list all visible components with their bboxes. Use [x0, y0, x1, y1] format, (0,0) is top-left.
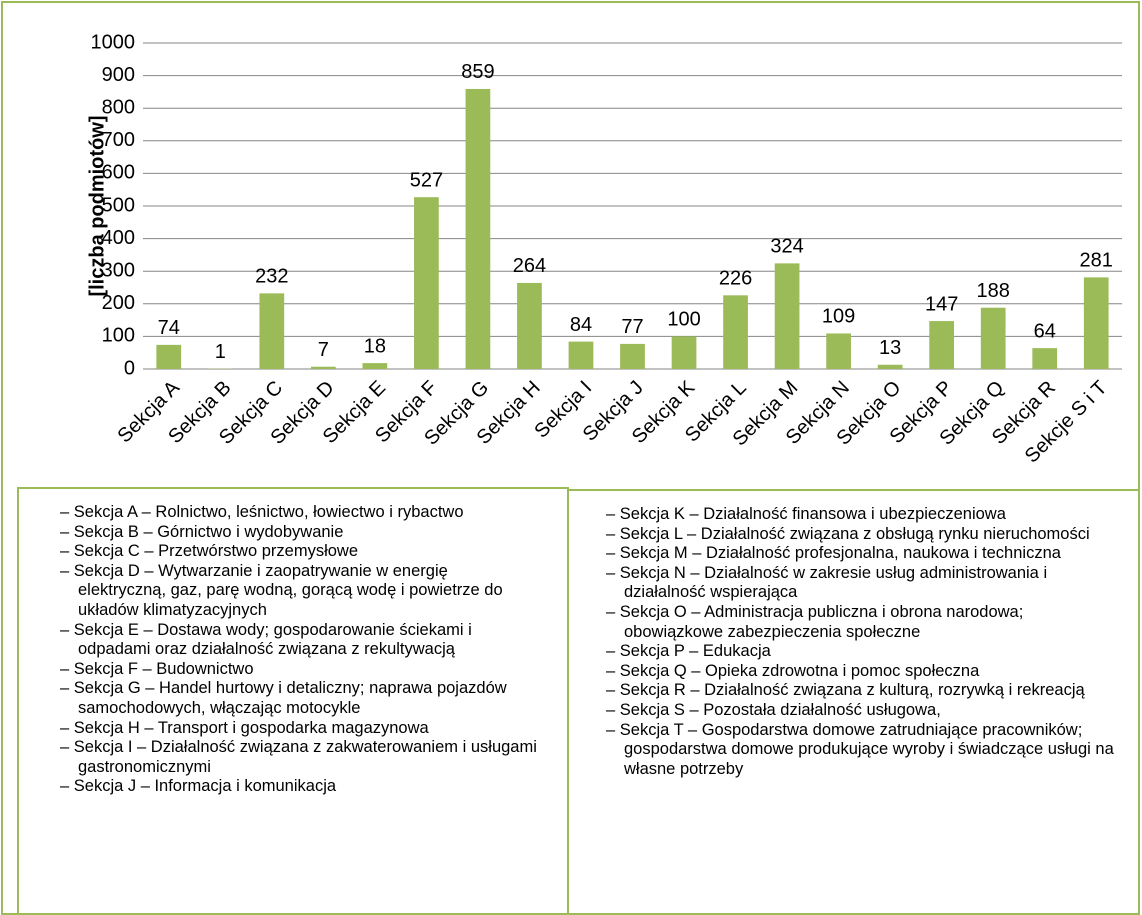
legend-entry: – Sekcja O – Administracja publiczna i o…: [606, 602, 1024, 641]
data-label: 232: [255, 266, 288, 288]
y-tick-label: 300: [102, 259, 135, 281]
bar: [826, 333, 851, 369]
data-label: 77: [621, 316, 643, 338]
bar: [362, 363, 388, 369]
y-tick-label: 400: [102, 227, 135, 249]
data-label: 527: [410, 169, 443, 191]
legend-entry: – Sekcja A – Rolnictwo, leśnictwo, łowie…: [60, 503, 464, 521]
y-tick-label: 200: [102, 292, 135, 314]
legend-entry: – Sekcja T – Gospodarstwa domowe zatrudn…: [606, 720, 1114, 778]
data-label: 13: [879, 337, 901, 359]
bar: [414, 197, 439, 369]
bar: [517, 282, 542, 369]
legend-entry: – Sekcja L – Działalność związana z obsł…: [606, 524, 1090, 543]
legend-entry: – Sekcja D – Wytwarzanie i zaopatrywanie…: [60, 561, 503, 619]
legend-box-right: [567, 489, 1140, 915]
legend-entry: – Sekcja J – Informacja i komunikacja: [60, 777, 337, 796]
legend-entry: – Sekcja M – Działalność profesjonalna, …: [606, 544, 1061, 563]
data-label: 324: [770, 236, 803, 258]
bar: [620, 343, 645, 369]
legend-entry: – Sekcja H – Transport i gospodarka maga…: [60, 718, 429, 737]
legend-entry: – Sekcja G – Handel hurtowy i detaliczny…: [60, 679, 507, 717]
bar: [568, 341, 594, 369]
legend-entry: – Sekcja R – Działalność związana z kult…: [606, 681, 1085, 700]
legend-entry: – Sekcja F – Budownictwo: [60, 659, 254, 678]
legend-entry: – Sekcja K – Działalność finansowa i ube…: [606, 505, 1006, 523]
y-tick-label: 100: [102, 325, 135, 347]
y-tick-label: 1000: [91, 31, 136, 53]
data-label: 859: [461, 61, 494, 83]
bar: [980, 307, 1006, 369]
data-label: 109: [822, 306, 855, 328]
legend-entry: – Sekcja P – Edukacja: [606, 642, 771, 661]
bar: [877, 364, 903, 369]
data-label: 1: [215, 341, 226, 363]
bar: [1032, 348, 1058, 369]
data-label: 226: [719, 268, 752, 290]
data-label: 281: [1080, 250, 1113, 272]
legend-entry: – Sekcja C – Przetwórstwo przemysłowe: [60, 542, 359, 561]
bar: [1083, 277, 1109, 369]
data-label: 64: [1034, 320, 1056, 342]
data-label: 188: [976, 280, 1009, 302]
bar: [929, 321, 955, 369]
legend-left: – Sekcja A – Rolnictwo, leśnictwo, łowie…: [60, 503, 540, 797]
y-tick-label: 500: [102, 194, 135, 216]
y-tick-label: 0: [124, 357, 135, 379]
data-label: 7: [318, 339, 329, 361]
bar: [156, 344, 182, 369]
legend-right: – Sekcja K – Działalność finansowa i ube…: [606, 505, 1116, 779]
bar: [465, 88, 491, 369]
bar: [774, 263, 800, 369]
data-label: 84: [570, 314, 592, 336]
data-label: 18: [364, 335, 386, 357]
bar: [310, 366, 336, 369]
y-axis-title: [liczba podmiotów]: [86, 115, 108, 296]
y-tick-label: 600: [102, 162, 135, 184]
bar: [259, 293, 285, 369]
data-label: 147: [925, 293, 958, 315]
legend-entry: – Sekcja B – Górnictwo i wydobywanie: [60, 522, 344, 541]
legend-entry: – Sekcja N – Działalność w zakresie usłu…: [606, 563, 1048, 602]
data-label: 74: [158, 317, 180, 339]
data-label: 264: [513, 255, 546, 277]
bar: [723, 295, 748, 369]
y-tick-label: 800: [102, 96, 135, 118]
y-tick-label: 700: [102, 129, 135, 151]
y-tick-label: 900: [102, 64, 135, 86]
bar: [671, 336, 697, 369]
legend-entry: – Sekcja I – Działalność związana z zakw…: [60, 738, 537, 776]
legend-entry: – Sekcja E – Dostawa wody; gospodarowani…: [60, 620, 472, 659]
legend-entry: – Sekcja Q – Opieka zdrowotna i pomoc sp…: [606, 661, 980, 680]
data-label: 100: [667, 309, 700, 331]
legend-entry: – Sekcja S – Pozostała działalność usług…: [606, 700, 941, 719]
